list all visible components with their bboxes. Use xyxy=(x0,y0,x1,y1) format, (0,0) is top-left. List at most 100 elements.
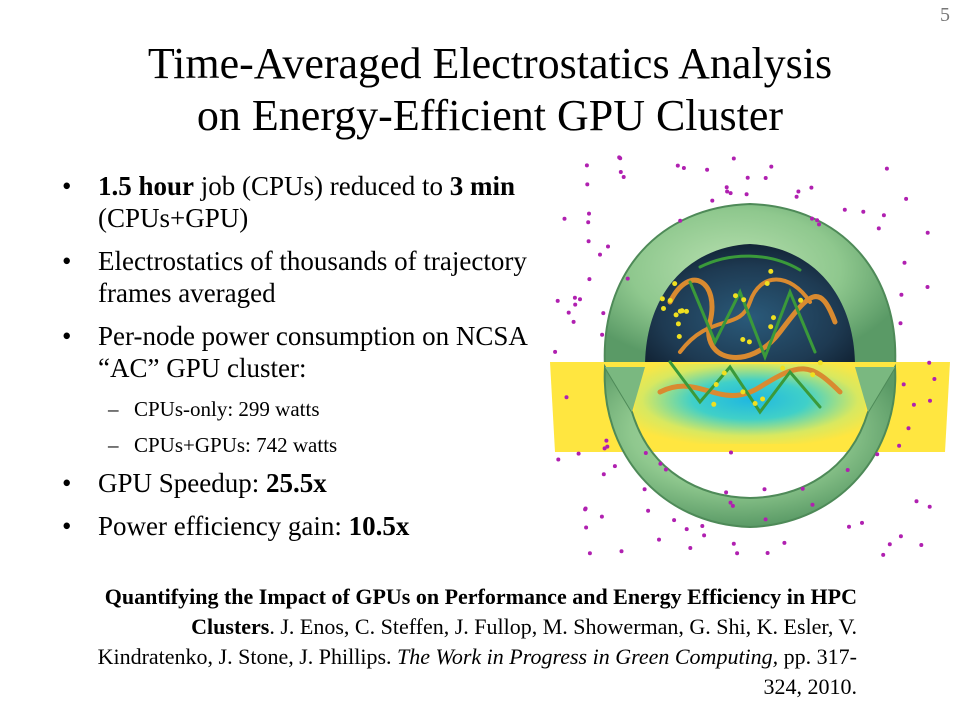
ion-dot xyxy=(599,514,604,519)
ion-dot xyxy=(601,311,606,316)
ion-dot xyxy=(898,534,903,539)
speedup-label: GPU Speedup: xyxy=(98,468,266,498)
yellow-atom-dot xyxy=(684,308,689,314)
ion-dot xyxy=(728,500,733,505)
ion-dot xyxy=(928,398,932,403)
ion-dot xyxy=(678,218,683,223)
ion-dot xyxy=(562,216,567,221)
yellow-atom-dot xyxy=(661,306,666,311)
yellow-atom-dot xyxy=(740,389,746,395)
ion-dot xyxy=(705,167,710,172)
ion-dot xyxy=(762,487,767,492)
ion-dot xyxy=(899,292,904,297)
yellow-atom-dot xyxy=(741,297,747,303)
ion-dot xyxy=(657,537,661,542)
ion-dot xyxy=(901,382,906,387)
ion-dot xyxy=(902,260,907,265)
rna-strands xyxy=(657,254,843,415)
ion-dot xyxy=(625,276,630,281)
ion-dot xyxy=(658,461,663,466)
ion-dot xyxy=(553,349,558,354)
ion-dot xyxy=(763,176,768,180)
ion-dot xyxy=(881,552,886,557)
ion-dot xyxy=(881,213,886,218)
ion-dot xyxy=(842,207,847,212)
sub-bullet-cpus-only: CPUs-only: 299 watts xyxy=(62,395,532,423)
ion-dot xyxy=(612,464,617,469)
yellow-atom-dot xyxy=(675,321,681,327)
ion-dot xyxy=(898,321,903,326)
ion-dot xyxy=(556,457,561,462)
title-line-1: Time-Averaged Electrostatics Analysis xyxy=(147,39,833,88)
bullet-speedup: GPU Speedup: 25.5x xyxy=(62,467,532,499)
ion-dot xyxy=(731,541,736,546)
ion-dot xyxy=(576,451,581,456)
ion-dot xyxy=(729,450,733,455)
ion-dot xyxy=(587,551,592,556)
ion-dot xyxy=(587,211,591,216)
ion-dot xyxy=(925,285,930,289)
ion-dot xyxy=(730,503,735,508)
ion-dot xyxy=(927,504,932,509)
job-time-gpu: 3 min xyxy=(449,171,516,201)
bullet-efficiency: Power efficiency gain: 10.5x xyxy=(62,510,532,542)
yellow-atom-dot xyxy=(764,281,770,286)
citation-authors: . J. Enos, C. Steffen, J. Fullop, M. Sho… xyxy=(97,614,857,669)
sub-bullet-cpus-gpus: CPUs+GPUs: 742 watts xyxy=(62,431,532,459)
yellow-atom-dot xyxy=(672,281,678,287)
ion-dot xyxy=(809,185,814,190)
ion-dot xyxy=(794,194,799,199)
yellow-atom-dot xyxy=(713,382,719,387)
yellow-atom-dot xyxy=(768,268,774,274)
ion-dot xyxy=(642,487,647,492)
yellow-atom-dot xyxy=(780,365,786,371)
job-time-text-2: (CPUs+GPU) xyxy=(98,203,249,233)
yellow-atom-dot xyxy=(721,370,727,376)
ion-dot xyxy=(555,298,560,303)
ion-dot xyxy=(904,196,909,201)
ion-dot xyxy=(731,156,736,161)
ion-dot xyxy=(735,551,740,556)
ion-dot xyxy=(598,252,602,257)
job-time-cpu: 1.5 hour xyxy=(98,171,195,201)
ion-dot xyxy=(845,468,850,472)
ion-dot xyxy=(586,239,591,244)
ion-dot xyxy=(796,189,801,194)
ion-dot xyxy=(887,542,892,547)
yellow-atom-dot xyxy=(768,324,774,330)
ion-dot xyxy=(600,332,605,337)
ion-dot xyxy=(724,185,729,190)
ion-dot xyxy=(663,467,668,472)
yellow-atom-dot xyxy=(810,372,816,378)
yellow-atom-dot xyxy=(746,339,752,345)
yellow-atom-dot xyxy=(667,298,673,303)
yellow-atom-dot xyxy=(733,293,738,299)
yellow-atoms-layer xyxy=(659,268,823,407)
bullet-job-time: 1.5 hour job (CPUs) reduced to 3 min (CP… xyxy=(62,170,532,234)
ion-dot xyxy=(911,402,916,407)
ion-dot xyxy=(585,182,590,187)
ion-dot xyxy=(925,230,930,235)
ion-dot xyxy=(817,222,821,227)
citation-title: Quantifying the Impact of GPUs on Perfor… xyxy=(104,584,857,639)
ion-dot xyxy=(587,277,592,282)
ion-dot xyxy=(725,189,730,194)
ion-dot xyxy=(710,198,715,203)
citation-journal: The Work in Progress in Green Computing, xyxy=(397,644,779,669)
yellow-atom-dot xyxy=(673,312,679,318)
page-number: 5 xyxy=(940,4,950,26)
ion-dot xyxy=(919,543,924,547)
bullet-list: 1.5 hour job (CPUs) reduced to 3 min (CP… xyxy=(62,170,532,553)
ion-dot xyxy=(810,216,814,221)
capsid-front-shell xyxy=(603,363,897,529)
ion-dot xyxy=(932,377,937,381)
bullet-power: Per-node power consumption on NCSA “AC” … xyxy=(62,320,532,384)
ion-dot xyxy=(619,549,624,554)
ion-dot xyxy=(927,360,932,365)
ion-dot xyxy=(861,209,866,214)
bullet-trajectory: Electrostatics of thousands of trajector… xyxy=(62,245,532,309)
ion-dot xyxy=(745,175,750,180)
ion-dot xyxy=(573,302,578,307)
ion-dot xyxy=(572,295,577,300)
ion-dot xyxy=(763,517,768,522)
